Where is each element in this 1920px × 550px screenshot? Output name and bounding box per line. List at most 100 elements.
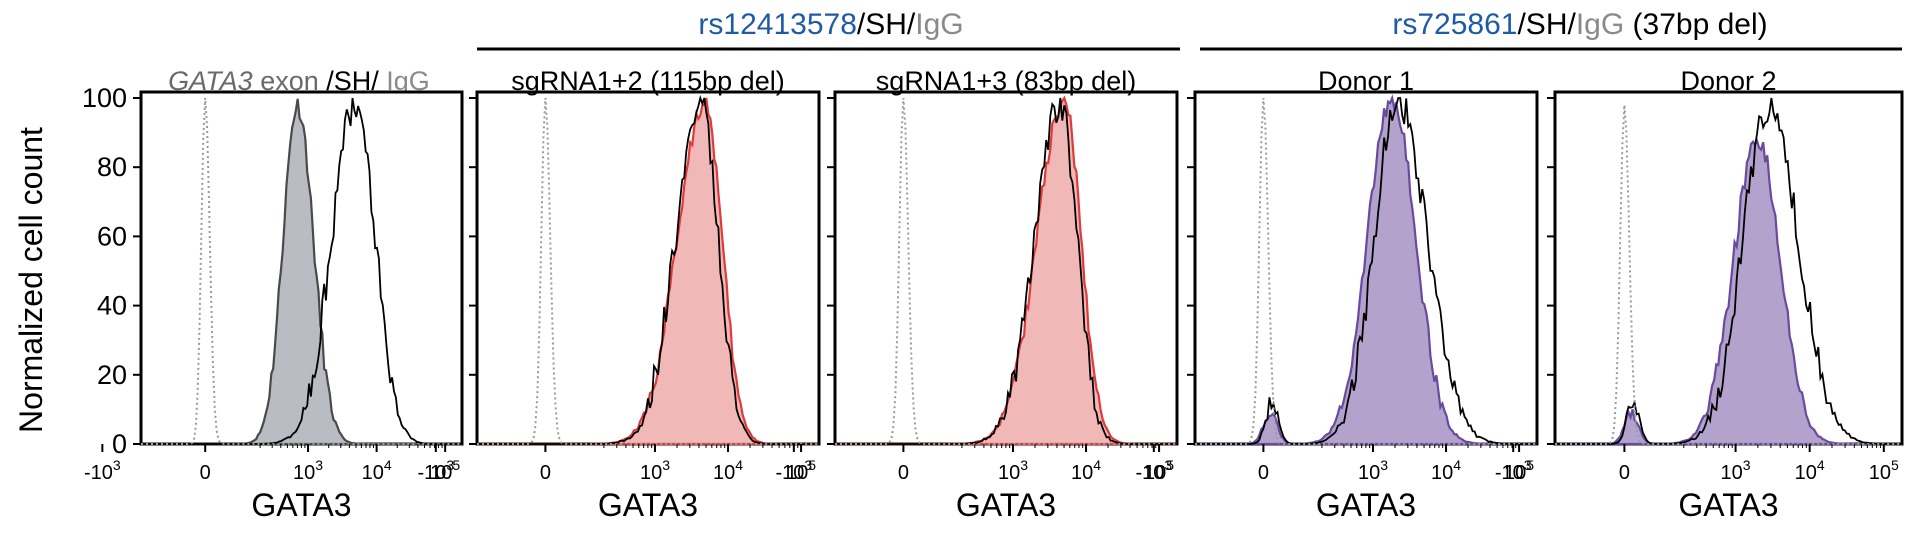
- x-tick-base: 10: [362, 462, 384, 484]
- group-title-2-suffix: (37bp del): [1624, 8, 1767, 41]
- x-tick-base: -10: [775, 462, 804, 484]
- x-tick-exponent: 3: [1743, 457, 1751, 473]
- x-tick-label: 105: [786, 457, 816, 484]
- x-tick-exponent: 5: [1526, 457, 1534, 473]
- x-tick-label: 103: [293, 457, 323, 484]
- x-tick-label: 0: [200, 462, 211, 484]
- x-tick-label: 103: [1358, 457, 1388, 484]
- x-tick-exponent: 5: [1166, 457, 1174, 473]
- x-tick-exponent: 5: [452, 457, 460, 473]
- x-tick-exponent: 5: [1891, 457, 1899, 473]
- x-tick-label: 104: [1795, 457, 1825, 484]
- x-tick-base: 0: [1619, 462, 1630, 484]
- sh-histogram: [141, 97, 462, 445]
- x-tick-exponent: 3: [446, 457, 454, 473]
- x-tick-base: -10: [1495, 462, 1524, 484]
- x-tick-exponent: 4: [1817, 457, 1825, 473]
- x-tick-exponent: 3: [804, 457, 812, 473]
- group-title-1-igg: IgG: [915, 8, 963, 41]
- x-tick-label: 0: [1258, 462, 1269, 484]
- igg-histogram: [477, 97, 819, 445]
- x-tick-base: 10: [1504, 462, 1526, 484]
- group-title-2: rs725861/SH/IgG (37bp del): [1392, 8, 1767, 41]
- x-tick-label: 0: [898, 462, 909, 484]
- x-tick-exponent: 5: [808, 457, 816, 473]
- y-tick-label: 0: [112, 429, 127, 459]
- x-tick-base: 10: [1431, 462, 1453, 484]
- x-tick-exponent: 4: [1093, 457, 1101, 473]
- sh-histogram: [1195, 97, 1537, 445]
- x-tick-label: 104: [1071, 457, 1101, 484]
- x-tick-base: -10: [84, 462, 113, 484]
- panel-title: Donor 1: [1318, 66, 1414, 96]
- x-tick-base: 0: [200, 462, 211, 484]
- panel-title: sgRNA1+3 (83bp del): [876, 66, 1136, 96]
- x-tick-label: 0: [1619, 462, 1630, 484]
- x-tick-base: 10: [1869, 462, 1891, 484]
- x-tick-label: 104: [713, 457, 743, 484]
- x-tick-base: 10: [293, 462, 315, 484]
- x-tick-label: 0: [540, 462, 551, 484]
- x-tick-label: -103: [84, 457, 121, 484]
- y-tick-label: 80: [97, 152, 127, 182]
- group-title-1-snp: rs12413578: [698, 8, 856, 41]
- x-tick-exponent: 4: [384, 457, 392, 473]
- panel-title: Donor 2: [1680, 66, 1776, 96]
- panel-title: sgRNA1+2 (115bp del): [511, 66, 784, 96]
- x-tick-exponent: 4: [735, 457, 743, 473]
- x-tick-base: 0: [898, 462, 909, 484]
- x-axis-label: GATA3: [251, 487, 351, 523]
- x-tick-base: 10: [998, 462, 1020, 484]
- x-tick-label: 104: [1431, 457, 1461, 484]
- x-tick-label: 105: [1504, 457, 1534, 484]
- x-tick-exponent: 3: [1524, 457, 1532, 473]
- x-tick-label: 103: [640, 457, 670, 484]
- x-axis-label: GATA3: [1316, 487, 1416, 523]
- x-tick-label: 105: [430, 457, 460, 484]
- x-tick-base: 10: [1144, 462, 1166, 484]
- y-tick-label: 20: [97, 360, 127, 390]
- x-tick-base: 10: [1795, 462, 1817, 484]
- x-tick-base: 10: [1721, 462, 1743, 484]
- x-tick-label: -103: [775, 457, 812, 484]
- x-tick-exponent: 3: [662, 457, 670, 473]
- x-tick-base: 10: [430, 462, 452, 484]
- y-tick-label: 60: [97, 221, 127, 251]
- sh-histogram: [1555, 97, 1902, 445]
- x-axis-label: GATA3: [598, 487, 698, 523]
- group-title-1: rs12413578/SH/IgG: [698, 8, 963, 41]
- x-tick-label: -103: [1495, 457, 1532, 484]
- x-tick-base: 0: [1258, 462, 1269, 484]
- x-tick-exponent: 3: [1164, 457, 1172, 473]
- group-title-1-sh: /SH/: [857, 8, 916, 41]
- x-tick-label: 103: [1721, 457, 1751, 484]
- x-tick-exponent: 3: [315, 457, 323, 473]
- x-tick-label: 105: [1869, 457, 1899, 484]
- igg-histogram: [1195, 97, 1537, 445]
- x-tick-base: 10: [640, 462, 662, 484]
- x-tick-exponent: 4: [1453, 457, 1461, 473]
- x-tick-base: 10: [1358, 462, 1380, 484]
- x-tick-base: 10: [1071, 462, 1093, 484]
- x-tick-exponent: 3: [1380, 457, 1388, 473]
- x-tick-label: 103: [998, 457, 1028, 484]
- x-tick-label: 105: [1144, 457, 1174, 484]
- x-tick-exponent: 3: [113, 457, 121, 473]
- y-axis-label: Normalized cell count: [13, 127, 49, 433]
- y-tick-label: 40: [97, 291, 127, 321]
- x-tick-base: -10: [417, 462, 446, 484]
- plot-frame: [475, 90, 821, 446]
- group-title-2-sh: /SH/: [1517, 8, 1576, 41]
- x-tick-base: 0: [540, 462, 551, 484]
- y-tick-label: 100: [82, 83, 127, 113]
- x-tick-base: 10: [713, 462, 735, 484]
- x-tick-base: 10: [786, 462, 808, 484]
- plot-frame: [833, 90, 1179, 446]
- x-tick-label: -103: [1135, 457, 1172, 484]
- x-axis-label: GATA3: [1678, 487, 1778, 523]
